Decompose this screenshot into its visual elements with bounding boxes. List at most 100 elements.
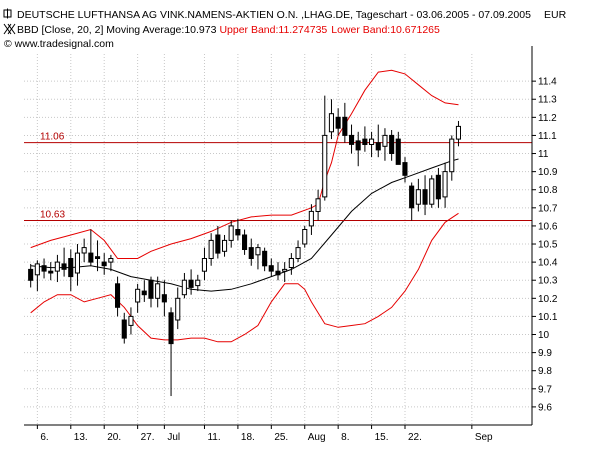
candle [148, 276, 154, 308]
candle-body [201, 258, 207, 272]
candle [242, 229, 248, 255]
candle [34, 260, 40, 292]
candle-body [395, 138, 401, 165]
candle [282, 262, 288, 283]
candle [355, 131, 361, 167]
candle [362, 126, 368, 152]
candle-body [375, 142, 381, 151]
candle-body [181, 279, 187, 296]
candle [335, 108, 341, 136]
candle [228, 220, 234, 248]
candle [369, 131, 375, 158]
candle-body [302, 229, 308, 245]
candle-body [275, 270, 281, 276]
candle [442, 162, 448, 208]
y-tick-label: 9.8 [538, 366, 552, 377]
candle-body [442, 171, 448, 198]
currency-label: EUR [544, 9, 567, 21]
candle-body [389, 134, 395, 154]
candle-body [188, 279, 194, 288]
y-tick-label: 11 [538, 149, 549, 160]
indicator-legend: BBD [Close, 20, 2] Moving Average:10.973… [17, 24, 440, 36]
candle-body [74, 252, 81, 274]
candle-body [95, 256, 101, 260]
candle [435, 168, 441, 208]
candle [235, 218, 241, 241]
candle-body [161, 294, 167, 303]
x-tick-label: Aug [308, 432, 326, 443]
candle [415, 178, 421, 212]
candle [328, 99, 334, 140]
candle [181, 272, 187, 299]
x-tick-label: 13. [74, 432, 88, 443]
candle [375, 124, 381, 158]
candle [74, 244, 81, 286]
candle-body [101, 261, 107, 267]
candle-body [235, 229, 241, 236]
candle [88, 229, 94, 266]
candle-body [282, 268, 288, 272]
candle-body [308, 210, 314, 227]
candle-body [248, 247, 254, 260]
candle-body [255, 247, 261, 256]
candle [322, 95, 328, 201]
candle-body [228, 225, 234, 241]
candle-body [175, 297, 181, 321]
candle-body [28, 268, 34, 281]
candle [342, 102, 348, 143]
candle-body [88, 252, 94, 263]
x-tick-label: 11. [207, 432, 220, 443]
y-tick-label: 10.7 [538, 203, 558, 214]
candle [108, 254, 114, 272]
upper-band-line [30, 69, 459, 259]
candle [275, 262, 281, 281]
candle [308, 204, 314, 235]
candle [201, 247, 207, 281]
candle [188, 269, 194, 295]
candle-body [155, 283, 161, 299]
candle-body [81, 247, 87, 254]
candle-body [355, 140, 361, 151]
lower-band-legend: Lower Band:10.671265 [331, 24, 440, 36]
candle [268, 258, 274, 277]
candle-body [315, 198, 321, 213]
x-tick-label: Sep [475, 432, 493, 443]
candle-body [435, 174, 441, 200]
candle [262, 247, 268, 272]
y-tick-label: 10 [538, 330, 550, 341]
candle [95, 240, 101, 272]
y-tick-label: 9.6 [538, 402, 552, 413]
reference-line-label: 11.06 [40, 132, 65, 143]
candle-body [208, 239, 214, 259]
reference-line-label: 10.63 [40, 209, 65, 220]
candle-body [195, 279, 201, 287]
candle-body [415, 189, 421, 205]
candle-body [242, 234, 248, 250]
candle [115, 276, 121, 317]
candle [402, 157, 408, 183]
y-tick-label: 10.1 [538, 312, 558, 323]
candle-body [369, 138, 375, 146]
candle [409, 182, 415, 221]
candle-body [141, 290, 147, 296]
y-tick-label: 11.4 [538, 77, 557, 88]
candle [81, 238, 87, 263]
candle [315, 189, 321, 221]
candle-body [115, 283, 121, 308]
candle [41, 258, 47, 279]
candle-body [61, 263, 67, 270]
candle-body [409, 185, 415, 209]
candle-body [68, 258, 74, 278]
candle [48, 262, 54, 281]
candle-body [168, 312, 174, 345]
candle [302, 225, 308, 248]
candle-body [429, 178, 435, 205]
candle-body [382, 134, 388, 147]
y-tick-label: 10.5 [538, 240, 558, 251]
candle [349, 124, 355, 154]
x-tick-label: 25. [274, 432, 288, 443]
candle [161, 280, 167, 317]
candle [288, 253, 294, 275]
